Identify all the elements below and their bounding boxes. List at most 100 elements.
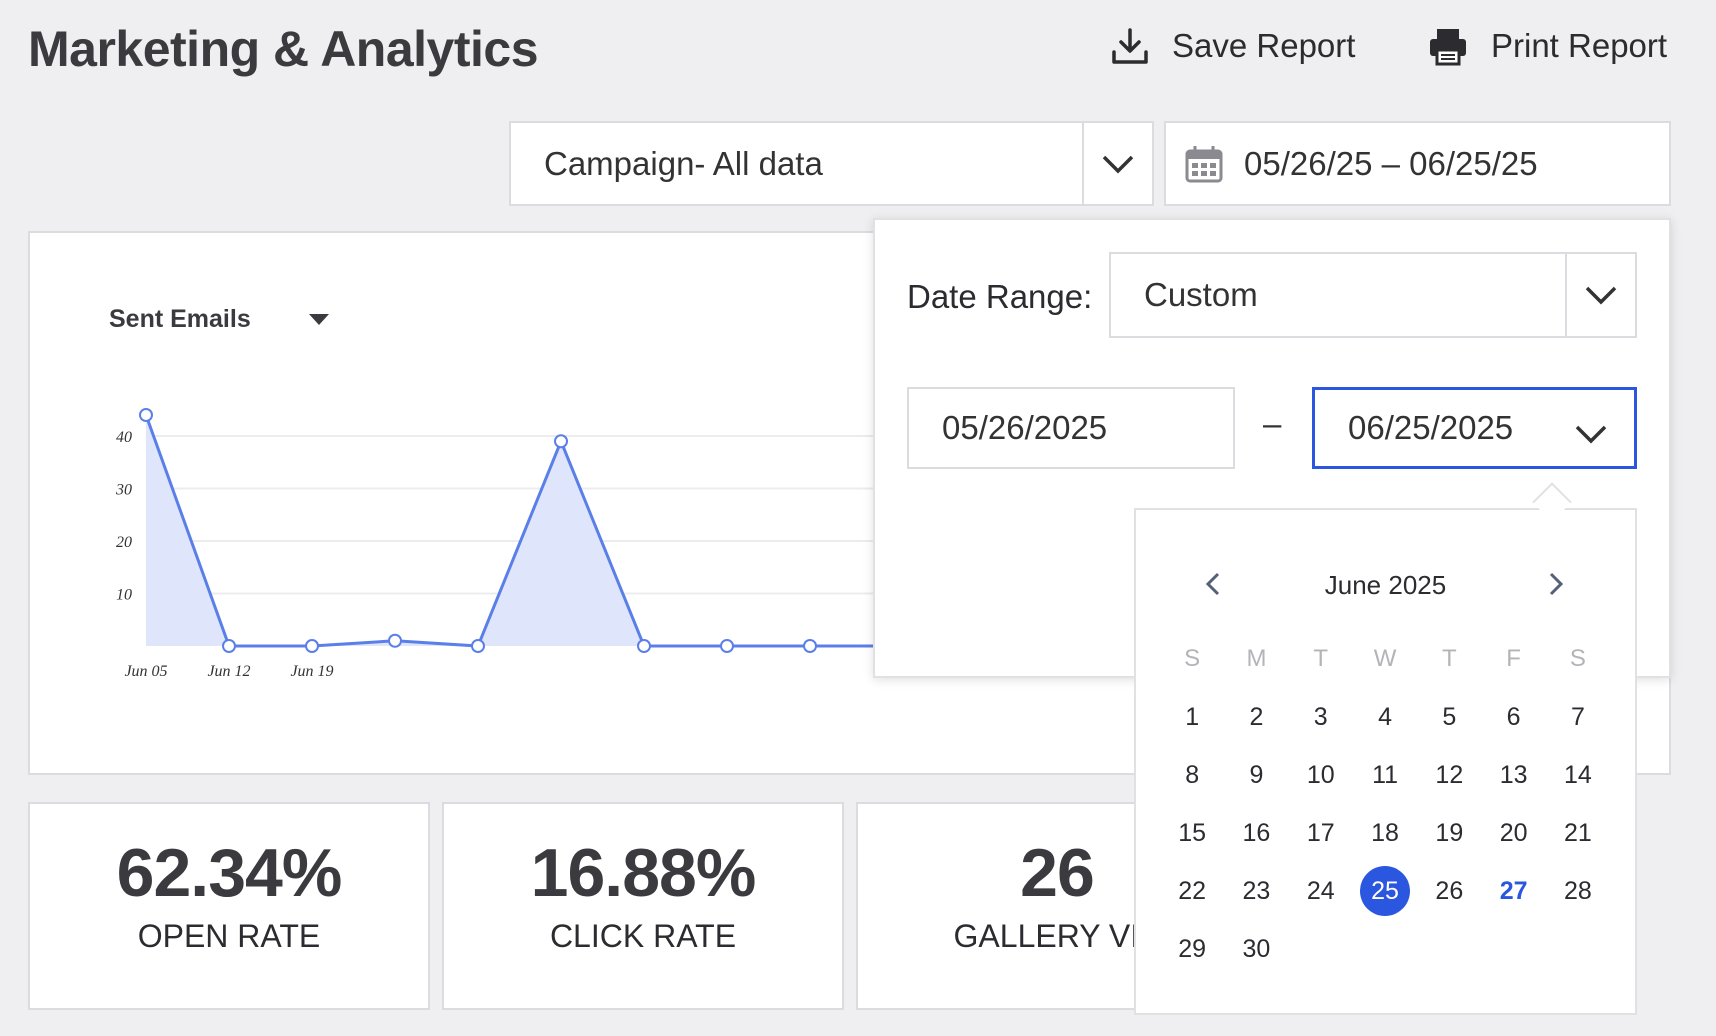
calendar-day[interactable]: 30 [1242, 934, 1271, 963]
next-month-button[interactable] [1546, 570, 1566, 603]
data-point [388, 633, 402, 648]
calendar-day[interactable]: 10 [1306, 760, 1335, 789]
weekday-label: F [1506, 645, 1521, 672]
end-date-value: 06/25/2025 [1348, 409, 1514, 446]
calendar-empty [1546, 924, 1610, 974]
stat-label: GALLERY VIS [953, 918, 1161, 954]
stat-value: 16.88% [530, 835, 757, 911]
calendar-empty [1353, 924, 1417, 974]
data-point [720, 639, 734, 653]
save-report-label: Save Report [1172, 27, 1356, 64]
chevron-right-icon [1549, 572, 1564, 596]
calendar-week: 1 2 3 4 5 6 7 [1160, 688, 1610, 746]
date-separator: – [1263, 405, 1282, 442]
prev-month-button[interactable] [1203, 570, 1223, 603]
chart-title: Sent Emails [109, 305, 251, 333]
start-date-input[interactable]: 05/26/2025 [907, 387, 1235, 469]
calendar-day[interactable]: 28 [1564, 876, 1592, 905]
data-point [139, 408, 153, 422]
series-area [146, 415, 893, 646]
weekday-label: T [1313, 645, 1329, 672]
calendar-day[interactable]: 2 [1249, 702, 1264, 731]
weekday-label: W [1373, 645, 1397, 672]
calendar-icon [1185, 145, 1223, 182]
calendar-day[interactable]: 27 [1499, 876, 1528, 905]
calendar-week: 29 30 [1160, 920, 1610, 978]
calendar-week: 8 9 10 11 12 13 14 [1160, 746, 1610, 804]
y-tick-label: 40 [116, 429, 132, 446]
date-range-picker[interactable]: 05/26/25 – 06/25/25 [1164, 121, 1671, 206]
printer-icon [1430, 29, 1466, 66]
calendar-day[interactable]: 23 [1242, 876, 1271, 905]
calendar-day[interactable]: 13 [1499, 760, 1528, 789]
series-line [144, 414, 893, 648]
date-range-select[interactable]: Custom [1109, 252, 1637, 338]
calendar-day[interactable]: 15 [1178, 818, 1207, 847]
date-range-value: 05/26/25 – 06/25/25 [1244, 144, 1538, 182]
end-date-input[interactable]: 06/25/2025 [1312, 387, 1637, 469]
chart-metric-select[interactable]: Sent Emails [109, 305, 329, 334]
calendar-day[interactable]: 17 [1306, 818, 1335, 847]
chevron-left-icon [1205, 572, 1220, 596]
calendar-day[interactable]: 8 [1185, 760, 1200, 789]
date-range-label: Date Range: [907, 278, 1093, 315]
weekday-label: S [1569, 645, 1586, 672]
calendar-day[interactable]: 14 [1564, 760, 1592, 789]
calendar-dropdown: June 2025 S M T W T F S 1 2 3 4 5 6 7 8 9 10 11 12 13 14 15 16… [1134, 508, 1637, 1015]
x-tick-label: Jun 19 [290, 663, 333, 680]
stat-value: 62.34% [116, 835, 343, 911]
calendar-day[interactable]: 3 [1313, 702, 1328, 731]
calendar-day[interactable]: 1 [1185, 702, 1200, 731]
calendar-week: 22 23 24 25 26 27 28 [1160, 862, 1610, 920]
download-icon [1112, 28, 1148, 64]
calendar-day[interactable]: 7 [1570, 702, 1585, 731]
stat-label: CLICK RATE [549, 918, 737, 954]
calendar-day[interactable]: 4 [1378, 702, 1392, 731]
y-tick-label: 10 [116, 587, 132, 604]
stat-label: OPEN RATE [137, 918, 321, 954]
calendar-day[interactable]: 6 [1506, 702, 1521, 731]
calendar-empty [1481, 924, 1545, 974]
save-report-button[interactable]: Save Report [1110, 26, 1355, 66]
calendar-day[interactable]: 9 [1249, 760, 1264, 789]
chevron-down-icon[interactable] [1565, 254, 1635, 336]
calendar-week: 15 16 17 18 19 20 21 [1160, 804, 1610, 862]
calendar-day[interactable]: 20 [1499, 818, 1528, 847]
calendar-day[interactable]: 12 [1435, 760, 1464, 789]
campaign-select[interactable]: Campaign- All data [509, 121, 1154, 206]
selected-day: 25 [1360, 866, 1411, 916]
data-point [305, 639, 319, 653]
caret-down-icon [308, 314, 329, 325]
calendar-day[interactable]: 29 [1178, 934, 1207, 963]
calendar-month-label: June 2025 [1324, 570, 1447, 600]
date-range-select-value: Custom [1144, 276, 1258, 313]
calendar-day[interactable]: 24 [1306, 876, 1335, 905]
stat-value: 26 [1020, 835, 1095, 911]
data-point [637, 639, 651, 653]
calendar-day[interactable]: 26 [1435, 876, 1464, 905]
print-report-button[interactable]: Print Report [1427, 26, 1667, 66]
calendar-empty [1289, 924, 1353, 974]
calendar-day[interactable]: 22 [1178, 876, 1207, 905]
chevron-down-icon[interactable] [1082, 123, 1152, 204]
calendar-grid: S M T W T F S 1 2 3 4 5 6 7 8 9 10 11 12 13 14 15 16 17 18 19 20 21… [1160, 630, 1610, 978]
stat-card-open-rate: 62.34% OPEN RATE [28, 802, 430, 1010]
chevron-down-icon[interactable] [1574, 414, 1608, 452]
page-title: Marketing & Analytics [28, 21, 539, 77]
calendar-day[interactable]: 16 [1242, 818, 1271, 847]
y-tick-label: 30 [115, 482, 132, 499]
weekday-label: T [1442, 645, 1457, 672]
calendar-day[interactable]: 5 [1442, 702, 1457, 731]
calendar-day[interactable]: 11 [1372, 760, 1399, 789]
calendar-day[interactable]: 18 [1371, 818, 1399, 847]
calendar-empty [1417, 924, 1481, 974]
weekday-label: M [1246, 645, 1267, 672]
data-point [471, 639, 485, 653]
calendar-day[interactable]: 19 [1435, 818, 1464, 847]
calendar-day[interactable]: 21 [1564, 818, 1592, 847]
calendar-day[interactable]: 25 [1353, 866, 1417, 916]
data-point [803, 639, 817, 653]
data-point [222, 639, 236, 653]
print-report-label: Print Report [1491, 27, 1668, 64]
